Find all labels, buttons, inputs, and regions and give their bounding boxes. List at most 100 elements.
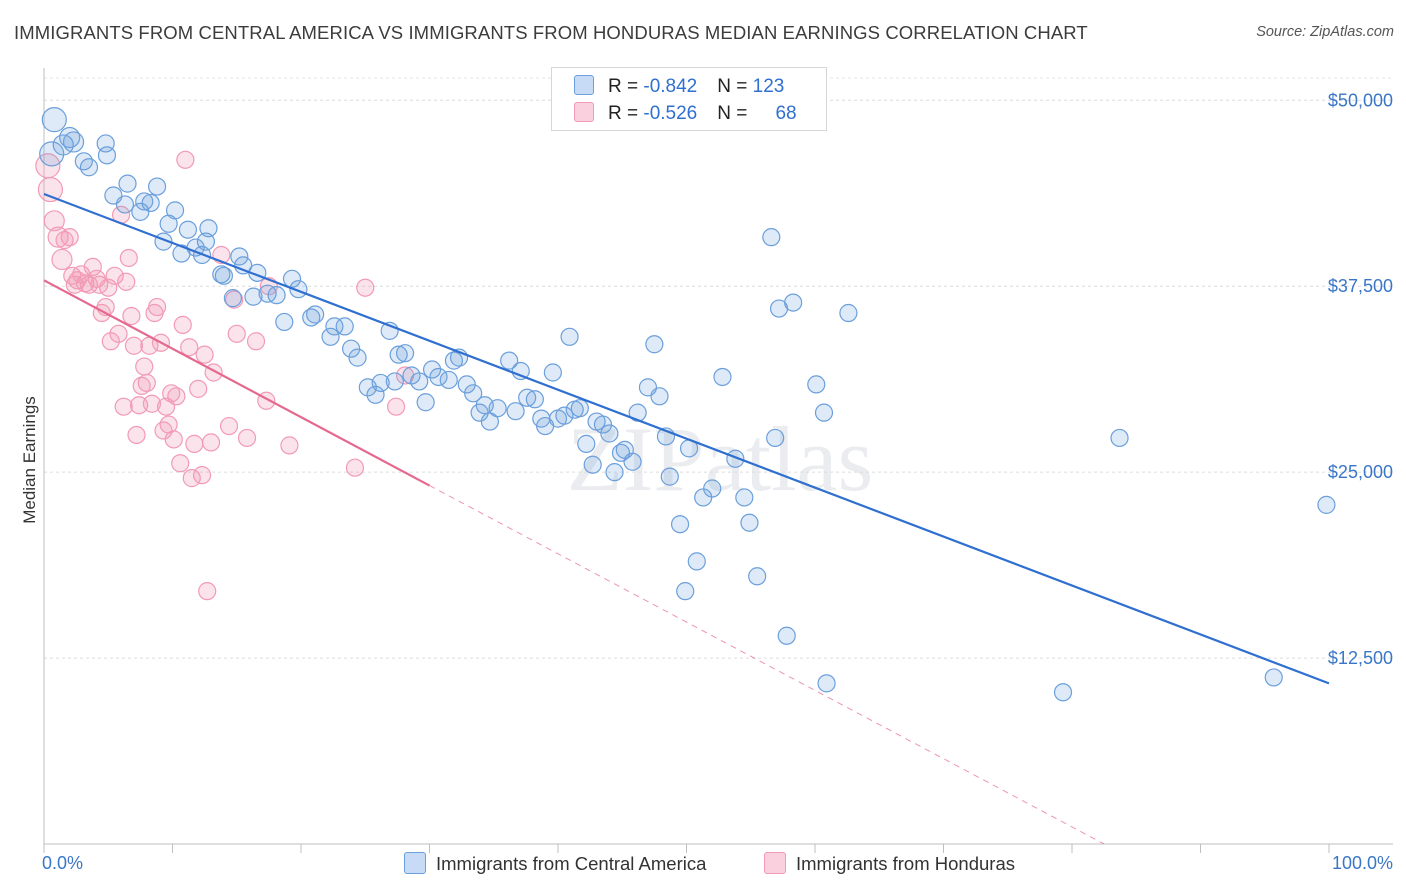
- point-central-america: [670, 515, 690, 534]
- correlation-legend: R = -0.842 N = 123 R = -0.526 N = 68: [551, 67, 827, 131]
- point-central-america: [429, 367, 448, 387]
- point-honduras: [43, 210, 65, 232]
- bottom-legend-label: Immigrants from Central America: [436, 853, 707, 874]
- point-honduras: [162, 384, 181, 403]
- point-honduras: [109, 324, 128, 343]
- point-honduras: [137, 373, 156, 393]
- point-central-america: [570, 399, 589, 418]
- point-central-america: [214, 266, 233, 285]
- legend-swatch-blue: [574, 75, 594, 95]
- point-central-america: [141, 193, 160, 213]
- point-honduras: [180, 338, 199, 357]
- point-honduras: [182, 469, 201, 488]
- point-central-america: [39, 141, 65, 167]
- point-honduras: [119, 248, 138, 268]
- point-central-america: [165, 201, 185, 220]
- point-central-america: [366, 385, 385, 404]
- point-central-america: [676, 582, 695, 601]
- point-honduras: [83, 257, 102, 276]
- y-tick-label-2: $37,500: [1328, 276, 1393, 296]
- point-honduras: [37, 176, 64, 203]
- point-central-america: [389, 345, 408, 364]
- legend-n-value: 68: [775, 103, 797, 124]
- y-tick-label-3: $50,000: [1328, 90, 1393, 110]
- point-central-america: [371, 373, 390, 393]
- legend-r-label: R =: [608, 76, 644, 97]
- point-honduras: [219, 416, 239, 436]
- point-central-america: [131, 202, 150, 221]
- point-honduras: [135, 357, 154, 376]
- point-central-america: [348, 348, 367, 367]
- gridlines: [44, 77, 1393, 659]
- legend-row-central-america: R = -0.842 N = 123: [574, 75, 784, 99]
- point-central-america: [306, 305, 325, 324]
- point-central-america: [518, 388, 537, 407]
- point-central-america: [1053, 683, 1073, 702]
- point-central-america: [267, 286, 286, 305]
- bottom-legend-label: Immigrants from Honduras: [796, 853, 1015, 874]
- y-tick-label-1: $25,000: [1328, 462, 1393, 482]
- watermark: ZIPatlas: [567, 408, 874, 510]
- bottom-legend-central-america: Immigrants from Central America: [404, 852, 706, 875]
- point-central-america: [342, 339, 361, 358]
- point-honduras: [122, 306, 141, 326]
- point-central-america: [713, 367, 732, 387]
- point-central-america: [600, 424, 619, 443]
- point-honduras: [173, 315, 192, 335]
- point-central-america: [258, 284, 277, 303]
- point-central-america: [777, 626, 796, 645]
- point-honduras: [192, 466, 212, 485]
- point-honduras: [132, 376, 151, 395]
- series-honduras-points: [35, 150, 415, 601]
- series-central-america-points: [39, 107, 1336, 702]
- trend-line-honduras: [43, 279, 431, 487]
- point-central-america: [199, 219, 218, 238]
- trend-line-central-america: [43, 192, 1330, 685]
- bottom-legend-swatch-blue: [404, 852, 426, 874]
- trend-line-honduras-extension: [429, 485, 1105, 845]
- point-central-america: [385, 372, 404, 391]
- point-central-america: [97, 146, 117, 165]
- legend-n-label: N =: [717, 76, 753, 97]
- legend-swatch-pink: [574, 102, 594, 122]
- point-central-america: [223, 289, 242, 308]
- legend-r-value: -0.842: [643, 76, 698, 97]
- point-central-america: [583, 455, 602, 474]
- point-honduras: [142, 394, 162, 413]
- point-honduras: [114, 397, 133, 416]
- point-honduras: [117, 272, 136, 291]
- point-honduras: [124, 336, 144, 355]
- point-central-america: [115, 195, 135, 214]
- point-central-america: [488, 399, 507, 418]
- point-central-america: [230, 247, 249, 266]
- point-honduras: [147, 297, 167, 317]
- source-label: Source: ZipAtlas.com: [1256, 24, 1394, 40]
- point-central-america: [735, 488, 754, 507]
- axes: [43, 68, 1393, 853]
- point-central-america: [543, 363, 562, 382]
- point-central-america: [593, 415, 613, 434]
- point-central-america: [118, 174, 137, 193]
- point-honduras: [127, 425, 146, 445]
- point-central-america: [748, 567, 767, 586]
- legend-row-honduras: R = -0.526 N = 68: [574, 102, 797, 126]
- legend-n-label: N =: [717, 103, 753, 124]
- point-central-america: [422, 360, 442, 379]
- point-central-america: [74, 152, 93, 171]
- point-central-america: [147, 177, 167, 196]
- point-central-america: [41, 107, 67, 133]
- point-central-america: [740, 513, 759, 532]
- point-central-america: [395, 344, 415, 363]
- point-central-america: [234, 256, 253, 275]
- point-honduras: [356, 278, 375, 297]
- point-central-america: [439, 370, 458, 390]
- point-honduras: [201, 433, 221, 452]
- point-central-america: [645, 335, 664, 354]
- point-central-america: [325, 317, 344, 336]
- point-central-america: [506, 402, 525, 421]
- point-central-america: [1264, 668, 1283, 687]
- point-central-america: [500, 351, 519, 370]
- point-honduras: [51, 248, 73, 271]
- point-central-america: [577, 434, 596, 453]
